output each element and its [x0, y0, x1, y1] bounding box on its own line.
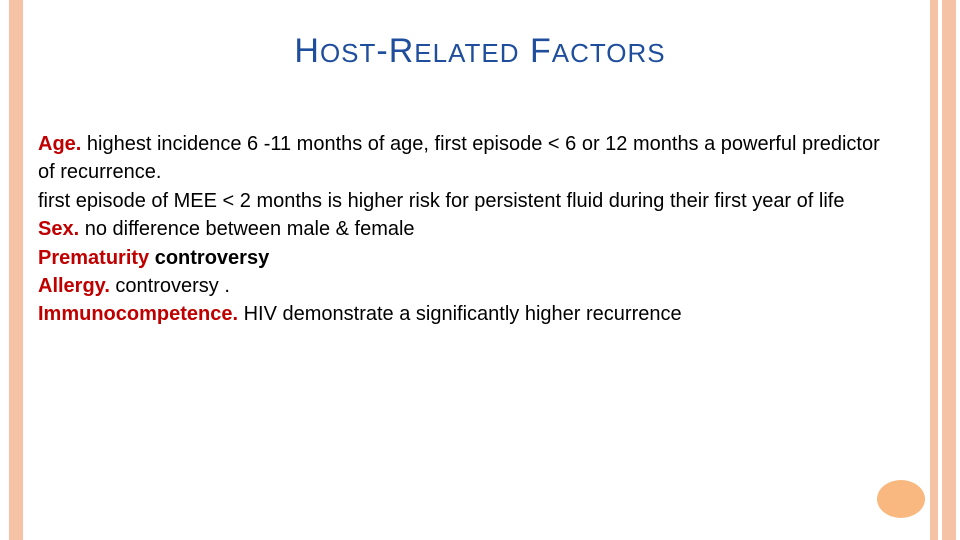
text-allergy: controversy .: [110, 275, 230, 297]
line-mee: first episode of MEE < 2 months is highe…: [38, 187, 900, 215]
title-part: OST: [320, 38, 376, 68]
right-stripe-thin: [930, 0, 938, 540]
title-part: ACTORS: [552, 38, 666, 68]
body-text: Age. highest incidence 6 -11 months of a…: [38, 130, 900, 329]
right-stripe-thick: [942, 0, 956, 540]
text-immuno: HIV demonstrate a significantly higher r…: [238, 303, 682, 325]
line-sex: Sex. no difference between male & female: [38, 215, 900, 243]
text-mee: first episode of MEE < 2 months is highe…: [38, 190, 844, 212]
label-age: Age.: [38, 133, 81, 155]
label-sex: Sex.: [38, 218, 79, 240]
slide-title: HOST-RELATED FACTORS: [0, 32, 960, 71]
line-prematurity: Prematurity controversy: [38, 244, 900, 272]
title-part: ELATED: [414, 38, 519, 68]
text-prematurity-controversy: controversy: [155, 247, 270, 269]
title-part: F: [520, 32, 552, 70]
title-part: H: [294, 32, 320, 70]
corner-ellipse-icon: [877, 480, 925, 518]
title-part: -R: [376, 32, 414, 70]
label-allergy: Allergy.: [38, 275, 110, 297]
line-age: Age. highest incidence 6 -11 months of a…: [38, 130, 900, 187]
line-immuno: Immunocompetence. HIV demonstrate a sign…: [38, 300, 900, 328]
text-sex: no difference between male & female: [79, 218, 414, 240]
slide: HOST-RELATED FACTORS Age. highest incide…: [0, 0, 960, 540]
label-prematurity: Prematurity: [38, 247, 149, 269]
left-stripe: [9, 0, 23, 540]
label-immuno: Immunocompetence.: [38, 303, 238, 325]
text-age: highest incidence 6 -11 months of age, f…: [38, 133, 880, 183]
line-allergy: Allergy. controversy .: [38, 272, 900, 300]
